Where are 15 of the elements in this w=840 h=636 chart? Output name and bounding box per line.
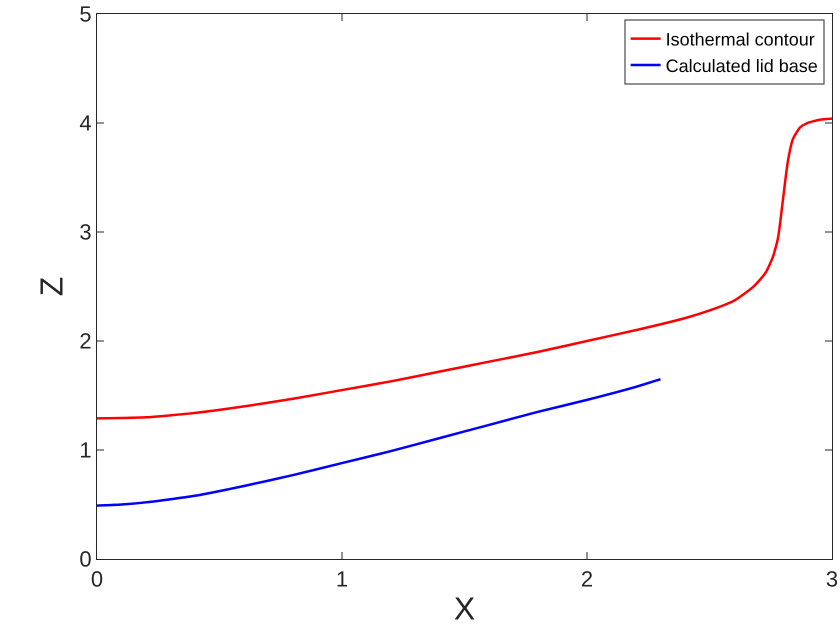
x-tick-label: 2 <box>580 566 594 592</box>
x-tick-label: 1 <box>336 566 348 592</box>
line-series <box>97 117 832 420</box>
y-tick-label: 4 <box>79 110 92 136</box>
x-tick-label: 3 <box>826 566 838 592</box>
y-tick-label: 5 <box>79 2 92 27</box>
legend-label: Isothermal contour <box>666 30 815 50</box>
y-tick-label: 2 <box>79 328 92 354</box>
line-series <box>97 378 662 507</box>
x-axis-title: X <box>454 590 476 626</box>
y-tick-label: 1 <box>79 438 92 463</box>
y-tick-label: 0 <box>79 546 92 572</box>
legend-label: Calculated lid base <box>666 56 818 76</box>
y-tick-label: 3 <box>79 220 92 245</box>
y-axis-title: Z <box>34 276 70 296</box>
